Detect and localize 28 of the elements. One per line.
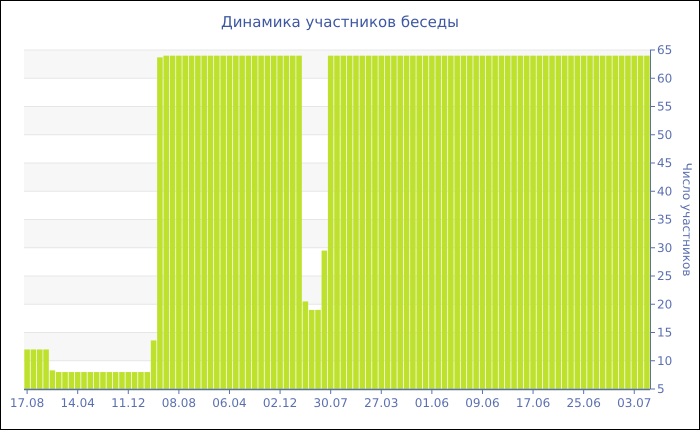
y-tick-label: 65	[657, 43, 672, 57]
x-tick-label: 30.07	[313, 396, 348, 410]
x-tick-label: 27.03	[364, 396, 398, 410]
y-tick-label: 15	[657, 326, 672, 340]
y-tick-label: 55	[657, 100, 672, 114]
x-tick-label: 01.06	[414, 396, 450, 410]
y-tick-label: 20	[657, 297, 672, 312]
y-tick-label: 50	[657, 128, 672, 142]
x-tick-label: 09.06	[465, 396, 500, 410]
y-tick-label: 5	[657, 382, 665, 396]
chart-title: Динамика участников беседы	[220, 13, 460, 31]
x-tick-label: 25.06	[566, 396, 601, 410]
x-tick-label: 14.04	[60, 396, 95, 410]
y-tick-label: 10	[657, 354, 672, 368]
x-tick-label: 11.12	[111, 396, 146, 410]
y-tick-label: 40	[657, 184, 672, 198]
x-tick-label: 17.06	[516, 396, 550, 410]
y-axis-title: Число участников	[680, 162, 694, 276]
y-tick-label: 45	[657, 156, 672, 170]
y-tick-label: 30	[657, 240, 672, 255]
x-tick-label: 06.04	[212, 396, 247, 410]
x-tick-label: 03.07	[617, 396, 652, 410]
x-tick-label: 02.12	[262, 396, 298, 410]
y-tick-label: 25	[657, 269, 672, 283]
x-tick-label: 08.08	[162, 396, 196, 410]
y-tick-label: 35	[657, 212, 672, 226]
y-tick-label: 60	[657, 71, 672, 86]
x-tick-label: 17.08	[10, 396, 44, 410]
